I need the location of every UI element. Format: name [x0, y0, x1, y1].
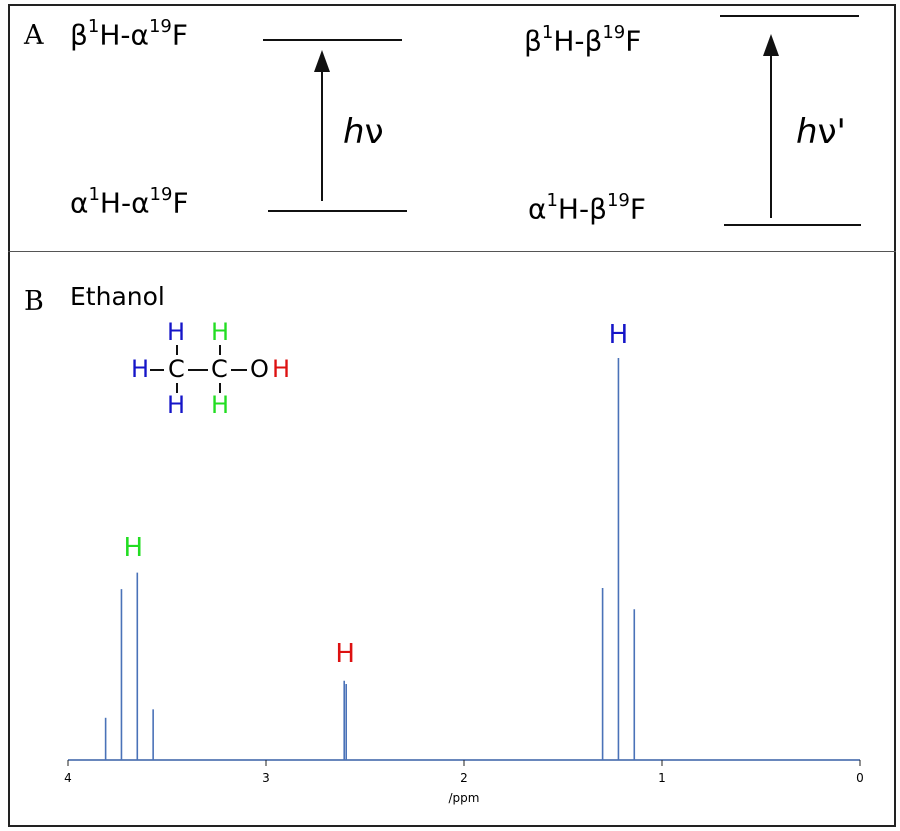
x-tick-label: 0 — [856, 771, 864, 785]
left-lower-energy-level — [268, 210, 407, 212]
molecule-title: Ethanol — [70, 282, 165, 311]
label-part: 1 — [87, 16, 100, 37]
panel-divider — [8, 251, 896, 252]
atom-c1: C — [168, 355, 185, 383]
label-part: F — [625, 24, 642, 58]
label-part: 1 — [546, 190, 558, 211]
left-lower-level-label: α1H-α19F — [70, 184, 189, 220]
label-part: F — [172, 186, 189, 220]
label-part: H-α — [99, 18, 149, 52]
atom-h-oh: H — [272, 355, 291, 383]
atom-h-ch2-top: H — [211, 318, 230, 346]
label-part: H-β — [553, 24, 603, 58]
peak-label-h: H — [124, 533, 144, 563]
figure-frame — [8, 4, 896, 827]
label-part: α — [70, 186, 89, 220]
label-part: α — [528, 192, 547, 226]
panel-a-letter: A — [24, 20, 44, 51]
left-transition-label: hν — [343, 112, 384, 152]
x-tick-label: 2 — [460, 771, 468, 785]
atom-c2: C — [211, 355, 228, 383]
panel-b-letter: B — [24, 286, 44, 317]
right-transition-arrowhead — [763, 34, 779, 56]
hnu-part: ν — [364, 112, 384, 152]
right-lower-level-label: α1H-β19F — [528, 190, 646, 226]
label-part: β — [524, 24, 542, 58]
left-transition-arrow-shaft — [321, 68, 323, 201]
bond-h-c1 — [150, 369, 164, 371]
x-tick-label: 3 — [262, 771, 270, 785]
label-part: 19 — [148, 16, 172, 37]
bond-c2-h-top — [219, 345, 221, 355]
label-part: 19 — [149, 184, 173, 205]
label-part: 1 — [88, 184, 100, 205]
atom-h-ch3-top: H — [167, 318, 186, 346]
left-transition-arrowhead — [314, 50, 330, 72]
hnu-part: ν' — [817, 112, 846, 152]
left-upper-level-label: β1H-α19F — [70, 16, 188, 52]
bond-c2-h-bottom — [219, 383, 221, 393]
peak-label-h: H — [335, 639, 355, 669]
x-tick-label: 1 — [658, 771, 666, 785]
bond-c1-c2 — [188, 369, 208, 371]
label-part: H-α — [99, 186, 150, 220]
right-transition-arrow-shaft — [770, 52, 772, 218]
label-part: H-β — [557, 192, 607, 226]
label-part: 19 — [602, 22, 626, 43]
atom-h-ch2-bottom: H — [211, 391, 230, 419]
x-axis-label: /ppm — [449, 791, 480, 805]
bond-c2-o — [231, 369, 247, 371]
label-part: β — [70, 18, 88, 52]
atom-h-ch3-left: H — [131, 355, 150, 383]
x-tick-label: 4 — [64, 771, 72, 785]
label-part: 19 — [606, 190, 630, 211]
bond-c1-h-top — [176, 345, 178, 355]
peak-label-h: H — [609, 320, 629, 350]
right-transition-label: hν' — [796, 112, 846, 152]
label-part: 1 — [541, 22, 554, 43]
label-part: F — [171, 18, 188, 52]
right-lower-energy-level — [724, 224, 861, 226]
atom-h-ch3-bottom: H — [167, 391, 186, 419]
hnu-part: h — [796, 112, 818, 152]
bond-c1-h-bottom — [176, 383, 178, 393]
left-upper-energy-level — [263, 39, 402, 41]
hnu-part: h — [343, 112, 365, 152]
atom-o: O — [250, 355, 269, 383]
label-part: F — [629, 192, 646, 226]
right-upper-energy-level — [720, 15, 859, 17]
right-upper-level-label: β1H-β19F — [524, 22, 642, 58]
